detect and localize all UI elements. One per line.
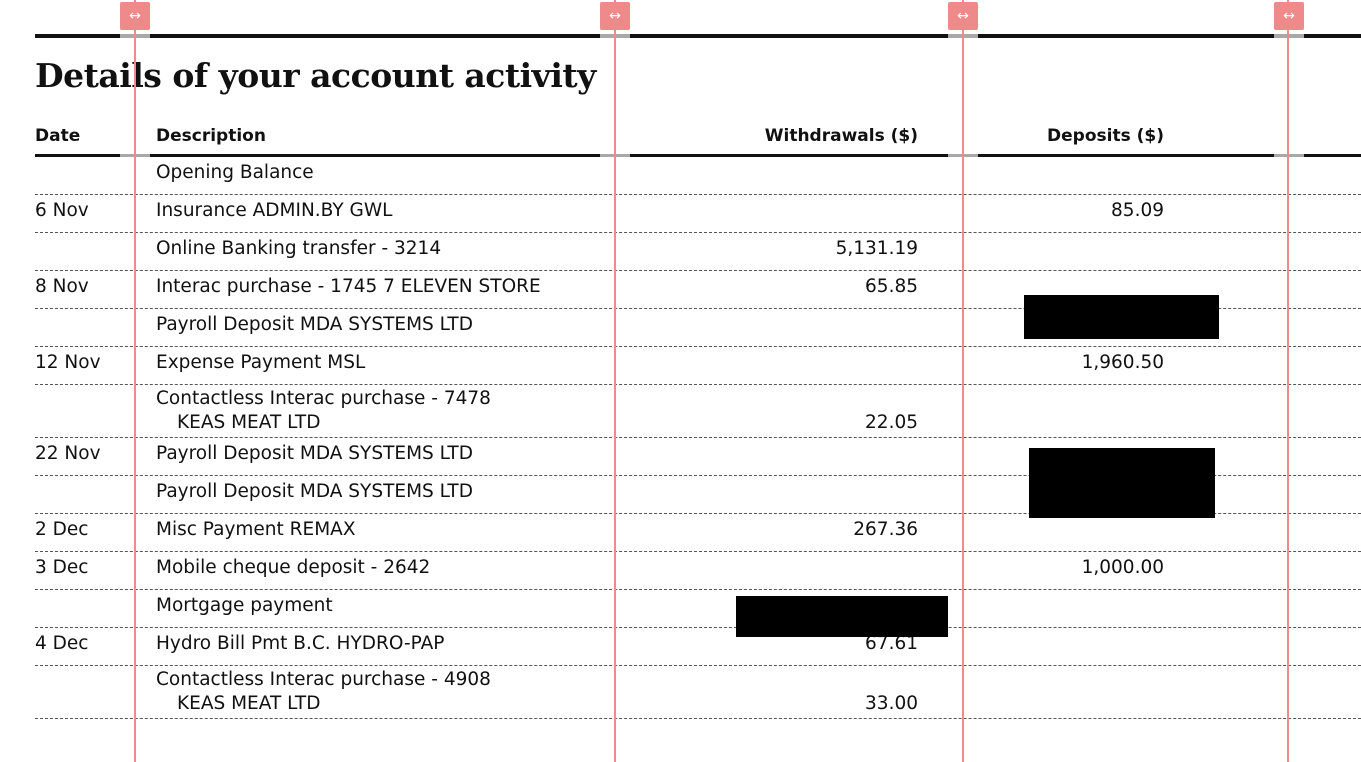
resize-handle-icon[interactable]: ↔ xyxy=(600,2,630,30)
row-description: Interac purchase - 1745 7 ELEVEN STORE xyxy=(156,276,541,297)
row-description: Contactless Interac purchase - 7478 xyxy=(156,388,491,409)
guide-highlight xyxy=(1274,34,1304,38)
column-guide-line[interactable] xyxy=(614,0,616,762)
column-header-withdrawals: Withdrawals ($) xyxy=(764,126,918,146)
table-row: 22 Nov Payroll Deposit MDA SYSTEMS LTD xyxy=(35,438,1361,476)
row-description: Mortgage payment xyxy=(156,595,333,616)
column-guide-line[interactable] xyxy=(962,0,964,762)
row-description: Misc Payment REMAX xyxy=(156,519,356,540)
resize-handle-icon[interactable]: ↔ xyxy=(1274,2,1304,30)
table-row: Online Banking transfer - 3214 5,131.19 xyxy=(35,233,1361,271)
resize-handle-icon[interactable]: ↔ xyxy=(120,2,150,30)
row-withdrawal: 65.85 xyxy=(865,276,918,297)
row-withdrawal: 267.36 xyxy=(853,519,918,540)
row-date: 4 Dec xyxy=(35,633,89,654)
table-row: 12 Nov Expense Payment MSL 1,960.50 xyxy=(35,347,1361,385)
row-description: Opening Balance xyxy=(156,162,314,183)
column-header-description: Description xyxy=(156,126,266,146)
row-deposit: 85.09 xyxy=(1111,200,1164,221)
column-header-date: Date xyxy=(35,126,81,146)
transactions-table: Opening Balance 6 Nov Insurance ADMIN.BY… xyxy=(0,157,1361,719)
page-title: Details of your account activity xyxy=(35,56,596,95)
guide-highlight xyxy=(1274,154,1304,157)
row-withdrawal: 67.61 xyxy=(865,633,918,654)
row-description: Mobile cheque deposit - 2642 xyxy=(156,557,431,578)
table-row: Payroll Deposit MDA SYSTEMS LTD xyxy=(35,476,1361,514)
row-date: 6 Nov xyxy=(35,200,89,221)
table-row: Contactless Interac purchase - 4908 KEAS… xyxy=(35,666,1361,719)
row-date: 12 Nov xyxy=(35,352,101,373)
row-description: Insurance ADMIN.BY GWL xyxy=(156,200,393,221)
row-description-merchant: KEAS MEAT LTD xyxy=(177,412,321,433)
redaction-block xyxy=(736,596,948,637)
row-deposit: 1,960.50 xyxy=(1081,352,1164,373)
row-deposit: 1,000.00 xyxy=(1081,557,1164,578)
table-row: Opening Balance xyxy=(35,157,1361,195)
table-row: Contactless Interac purchase - 7478 KEAS… xyxy=(35,385,1361,438)
resize-handle-icon[interactable]: ↔ xyxy=(948,2,978,30)
row-description: Payroll Deposit MDA SYSTEMS LTD xyxy=(156,481,473,502)
table-row: 2 Dec Misc Payment REMAX 267.36 xyxy=(35,514,1361,552)
row-description-merchant: KEAS MEAT LTD xyxy=(177,693,321,714)
table-row: 3 Dec Mobile cheque deposit - 2642 1,000… xyxy=(35,552,1361,590)
header-rule xyxy=(35,154,1361,157)
row-withdrawal: 5,131.19 xyxy=(835,238,918,259)
row-withdrawal: 33.00 xyxy=(865,693,918,714)
row-description: Hydro Bill Pmt B.C. HYDRO-PAP xyxy=(156,633,445,654)
column-guide-line[interactable] xyxy=(1287,0,1289,762)
row-description: Contactless Interac purchase - 4908 xyxy=(156,669,491,690)
row-description: Payroll Deposit MDA SYSTEMS LTD xyxy=(156,443,473,464)
row-date: 3 Dec xyxy=(35,557,89,578)
top-rule xyxy=(35,34,1361,38)
table-row: Mortgage payment xyxy=(35,590,1361,628)
row-date: 8 Nov xyxy=(35,276,89,297)
row-withdrawal: 22.05 xyxy=(865,412,918,433)
row-description: Expense Payment MSL xyxy=(156,352,366,373)
row-date: 2 Dec xyxy=(35,519,89,540)
column-header-deposits: Deposits ($) xyxy=(1047,126,1164,146)
redaction-block xyxy=(1029,448,1215,518)
table-row: 6 Nov Insurance ADMIN.BY GWL 85.09 xyxy=(35,195,1361,233)
row-description: Online Banking transfer - 3214 xyxy=(156,238,442,259)
row-date: 22 Nov xyxy=(35,443,101,464)
table-row: 8 Nov Interac purchase - 1745 7 ELEVEN S… xyxy=(35,271,1361,309)
table-row: 4 Dec Hydro Bill Pmt B.C. HYDRO-PAP 67.6… xyxy=(35,628,1361,666)
redaction-block xyxy=(1024,295,1219,339)
column-guide-line[interactable] xyxy=(134,0,136,762)
row-description: Payroll Deposit MDA SYSTEMS LTD xyxy=(156,314,473,335)
table-row: Payroll Deposit MDA SYSTEMS LTD xyxy=(35,309,1361,347)
